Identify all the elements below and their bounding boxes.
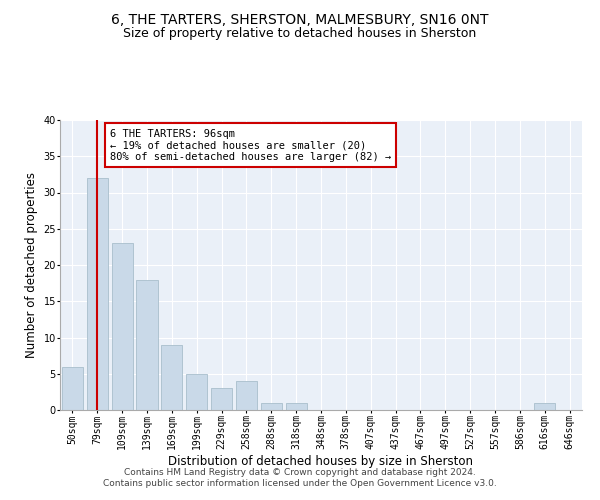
- Text: 6 THE TARTERS: 96sqm
← 19% of detached houses are smaller (20)
80% of semi-detac: 6 THE TARTERS: 96sqm ← 19% of detached h…: [110, 128, 391, 162]
- Bar: [236, 381, 257, 410]
- Bar: [261, 403, 282, 410]
- Bar: [87, 178, 108, 410]
- Text: Contains HM Land Registry data © Crown copyright and database right 2024.
Contai: Contains HM Land Registry data © Crown c…: [103, 468, 497, 487]
- X-axis label: Distribution of detached houses by size in Sherston: Distribution of detached houses by size …: [169, 455, 473, 468]
- Bar: [534, 403, 555, 410]
- Bar: [211, 388, 232, 410]
- Text: Size of property relative to detached houses in Sherston: Size of property relative to detached ho…: [124, 28, 476, 40]
- Bar: [112, 244, 133, 410]
- Bar: [286, 403, 307, 410]
- Text: 6, THE TARTERS, SHERSTON, MALMESBURY, SN16 0NT: 6, THE TARTERS, SHERSTON, MALMESBURY, SN…: [111, 12, 489, 26]
- Bar: [186, 374, 207, 410]
- Y-axis label: Number of detached properties: Number of detached properties: [25, 172, 38, 358]
- Bar: [161, 345, 182, 410]
- Bar: [62, 366, 83, 410]
- Bar: [136, 280, 158, 410]
